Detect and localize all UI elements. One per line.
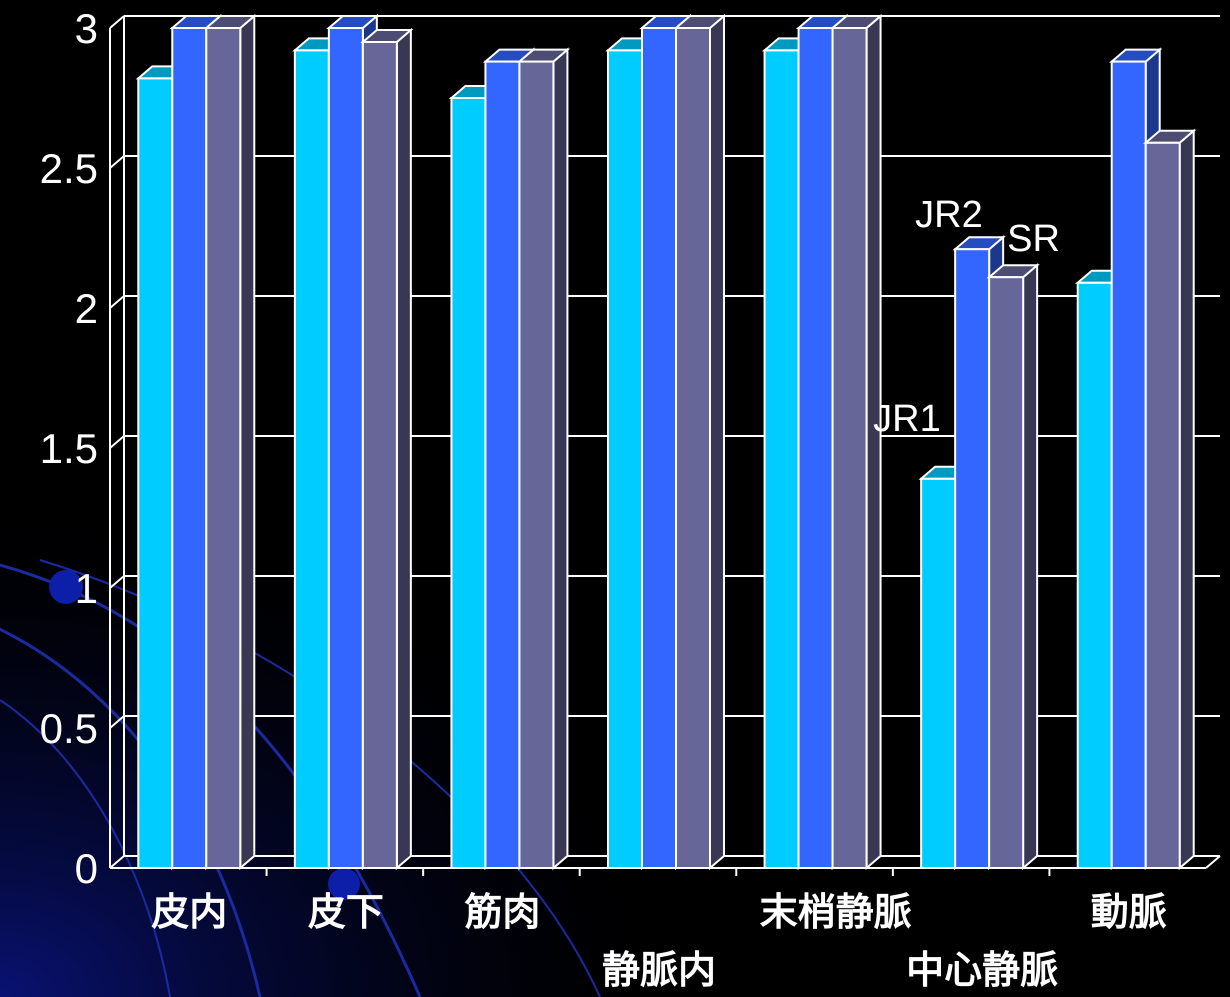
bar xyxy=(831,27,868,869)
category-label: 中心静脈 xyxy=(906,948,1058,992)
bar xyxy=(484,60,521,870)
bar-side xyxy=(865,13,882,871)
bar-side xyxy=(1022,263,1039,871)
bar xyxy=(171,27,208,869)
category-label: 動脈 xyxy=(1091,890,1167,934)
series-label: SR xyxy=(1007,218,1060,260)
bar xyxy=(361,41,398,869)
bar xyxy=(763,49,800,869)
decor-dot xyxy=(49,570,83,604)
bar xyxy=(205,27,242,869)
bar xyxy=(607,49,643,869)
y-tick-label: 0.5 xyxy=(40,705,98,752)
bar xyxy=(988,276,1025,869)
gridline-depth xyxy=(109,575,125,589)
y-axis-ticks: 0 0.5 1 1.5 2 2.5 3 xyxy=(40,5,98,892)
series-label: JR1 xyxy=(873,398,941,440)
bar xyxy=(954,248,991,869)
y-tick-label: 2 xyxy=(75,285,98,332)
floor-edge xyxy=(1205,855,1221,869)
gridline-depth xyxy=(109,855,125,869)
bar xyxy=(1110,60,1147,870)
category-label: 筋肉 xyxy=(464,890,540,934)
gridline-depth xyxy=(109,295,125,309)
bar xyxy=(675,27,711,869)
decor-dot xyxy=(328,868,360,900)
bar xyxy=(920,477,957,869)
bar xyxy=(327,27,364,869)
bar-side xyxy=(239,13,256,871)
gridline-depth xyxy=(109,155,125,169)
y-tick-label: 2.5 xyxy=(40,145,98,192)
bar-side xyxy=(709,13,725,871)
bar-side xyxy=(1178,128,1195,871)
series-label: JR2 xyxy=(915,194,983,236)
category-label: 末梢静脈 xyxy=(760,890,912,934)
y-tick-label: 0 xyxy=(75,845,98,892)
category-label: 静脈内 xyxy=(602,948,716,992)
bar xyxy=(137,77,174,869)
bar xyxy=(1144,141,1181,870)
y-tick-label: 3 xyxy=(75,5,98,52)
gridline-depth xyxy=(109,15,125,29)
bar xyxy=(797,27,834,869)
bar xyxy=(518,60,555,870)
category-label: 皮下 xyxy=(308,890,384,934)
series-labels: JR1 JR2 SR xyxy=(873,194,1060,440)
bars xyxy=(135,13,1197,871)
bar-side xyxy=(552,47,569,871)
gridline-depth xyxy=(109,435,125,449)
y-tick-label: 1.5 xyxy=(40,425,98,472)
decor-curve xyxy=(0,699,171,997)
gridline-depth xyxy=(109,715,125,729)
bar-side xyxy=(395,27,412,871)
y-tick-label: 1 xyxy=(75,565,98,612)
bar xyxy=(641,27,677,869)
bar xyxy=(1076,281,1113,869)
bar xyxy=(450,97,487,869)
bar xyxy=(293,49,330,869)
category-label: 皮内 xyxy=(151,890,227,934)
